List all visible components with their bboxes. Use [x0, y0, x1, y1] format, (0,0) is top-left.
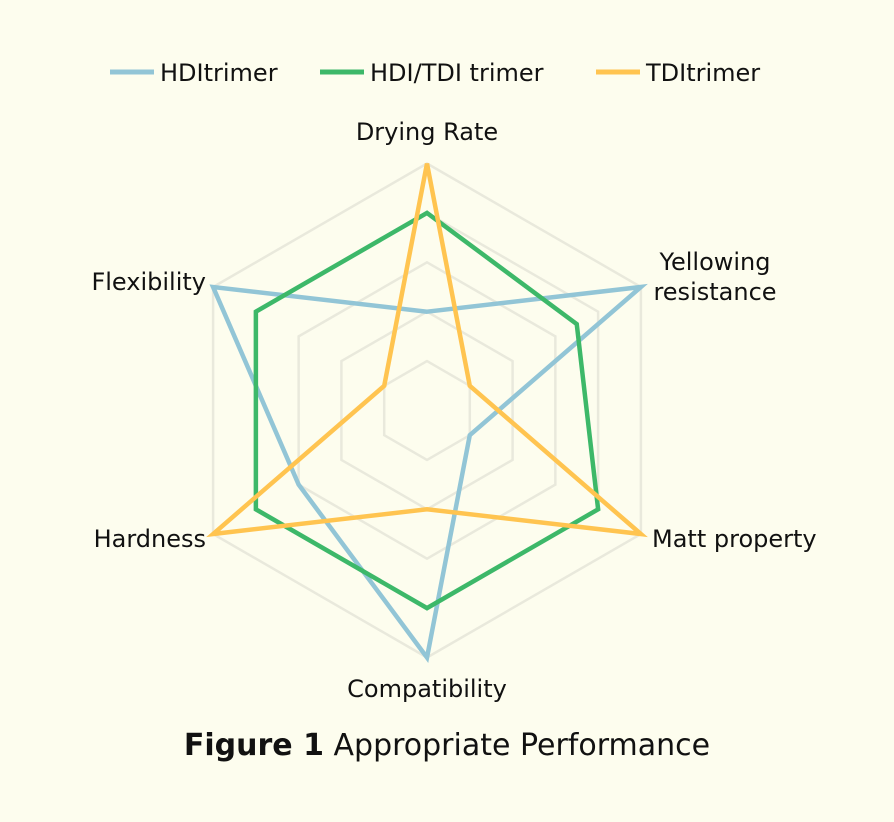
- legend-label-1: HDI/TDI trimer: [370, 59, 544, 87]
- series-line-0: [209, 283, 648, 663]
- axis-label-0: Drying Rate: [356, 118, 498, 146]
- axis-label-3: Compatibility: [347, 675, 507, 703]
- figure-title: Appropriate Performance: [333, 728, 711, 763]
- axis-label-4: Hardness: [94, 525, 206, 553]
- axis-label-5: Flexibility: [91, 268, 206, 296]
- grid-ring-3: [297, 260, 557, 561]
- legend-label-0: HDItrimer: [160, 59, 278, 87]
- series-line-1: [253, 210, 601, 611]
- grid-ring-4: [254, 211, 600, 610]
- figure-caption: Figure 1 Appropriate Performance: [0, 728, 894, 763]
- grid-ring-1: [382, 359, 472, 462]
- grid-ring-5: [211, 162, 643, 659]
- legend-label-2: TDItrimer: [645, 59, 760, 87]
- axis-label-1: Yellowing resistance: [653, 248, 776, 306]
- grid-ring-2: [340, 310, 514, 511]
- figure-number: Figure 1: [183, 728, 324, 763]
- axis-label-2: Matt property: [652, 525, 817, 553]
- series-line-2: [206, 163, 648, 538]
